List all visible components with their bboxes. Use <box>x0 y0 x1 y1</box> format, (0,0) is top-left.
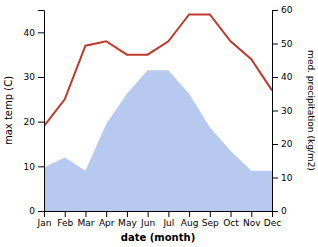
tick-mark <box>231 211 232 217</box>
tick-mark <box>38 32 44 33</box>
tick-label: Oct <box>223 218 239 228</box>
tick: Nov <box>243 211 261 228</box>
tick-label: Dec <box>264 218 281 228</box>
tick-mark <box>168 211 169 217</box>
page: {"chart_data": {"type": "line", "x_label… <box>0 0 318 247</box>
tick-mark <box>127 211 128 217</box>
tick-mark <box>272 111 278 112</box>
axis-line <box>38 11 45 212</box>
tick-label: 60 <box>281 5 293 15</box>
tick-label: Jun <box>140 218 155 228</box>
tick: Jun <box>140 211 155 228</box>
tick-label: 30 <box>281 106 293 116</box>
tick: 50 <box>272 39 293 49</box>
tick-label: 10 <box>281 173 293 183</box>
tick-mark <box>65 211 66 217</box>
tick-mark <box>189 211 190 217</box>
line <box>44 14 272 126</box>
tick: Dec <box>264 211 281 228</box>
tick: Aug <box>181 211 199 228</box>
tick: 40 <box>272 72 293 82</box>
marks <box>44 14 272 211</box>
tick-label: Apr <box>99 218 115 228</box>
y-axis: 0 10 20 30 40 <box>24 11 45 217</box>
tick-label: 40 <box>281 72 293 82</box>
tick-mark <box>272 77 278 78</box>
plot: JanFebMarAprMayJunJulAugSepOctNovDec0102… <box>24 5 293 228</box>
tick: 30 <box>24 72 44 82</box>
tick: Mar <box>77 211 94 228</box>
y-axis-title: max temp (C) <box>3 76 14 145</box>
tick-label: 0 <box>281 206 287 216</box>
tick-mark <box>38 122 44 123</box>
tick-label: 30 <box>24 72 36 82</box>
tick-mark <box>272 144 278 145</box>
tick-label: Feb <box>57 218 73 228</box>
tick-mark <box>38 211 44 212</box>
axis-line <box>45 212 273 218</box>
tick-label: 10 <box>24 162 36 172</box>
tick-label: Sep <box>202 218 219 228</box>
tick: Oct <box>223 211 239 228</box>
tick-label: 40 <box>24 28 36 38</box>
tick-mark <box>106 211 107 217</box>
area <box>44 70 272 211</box>
tick-label: May <box>118 218 137 228</box>
tick: Sep <box>202 211 219 228</box>
y2-axis-title: med. precipitation (kg/m2) <box>306 50 316 171</box>
tick: May <box>118 211 137 228</box>
tick: Jan <box>37 211 52 228</box>
tick-label: 20 <box>281 139 293 149</box>
tick: 60 <box>272 5 293 15</box>
tick: 40 <box>24 28 44 38</box>
tick-label: Nov <box>243 218 261 228</box>
tick-mark <box>85 211 86 217</box>
tick: 10 <box>272 173 293 183</box>
tick: Apr <box>99 211 115 228</box>
tick: Jul <box>162 211 174 228</box>
tick: 20 <box>24 117 44 127</box>
tick-label: 20 <box>24 117 36 127</box>
tick-mark <box>38 166 44 167</box>
tick-label: Jan <box>37 218 52 228</box>
tick-mark <box>272 178 278 179</box>
y2-axis: 0 10 20 30 40 50 60 <box>272 5 293 216</box>
tick: 0 <box>272 206 287 216</box>
tick: 20 <box>272 139 293 149</box>
tick-label: Mar <box>77 218 94 228</box>
tick: 0 <box>29 206 44 216</box>
tick-label: 50 <box>281 39 293 49</box>
x-axis-title: date (month) <box>121 232 195 243</box>
tick-mark <box>251 211 252 217</box>
tick-mark <box>272 10 278 11</box>
tick: Feb <box>57 211 73 228</box>
chart: JanFebMarAprMayJunJulAugSepOctNovDec0102… <box>0 0 318 247</box>
tick-label: Aug <box>181 218 199 228</box>
tick-mark <box>272 44 278 45</box>
tick: 30 <box>272 106 293 116</box>
tick-mark <box>210 211 211 217</box>
tick: 10 <box>24 162 44 172</box>
x-axis: Jan Feb Mar AprMayJun Jul AugSep Oct NovDec <box>37 211 282 228</box>
tick-mark <box>38 77 44 78</box>
tick-label: Jul <box>162 218 174 228</box>
tick-mark <box>272 211 278 212</box>
tick-label: 0 <box>29 206 35 216</box>
axis-line <box>273 11 279 212</box>
tick-mark <box>148 211 149 217</box>
